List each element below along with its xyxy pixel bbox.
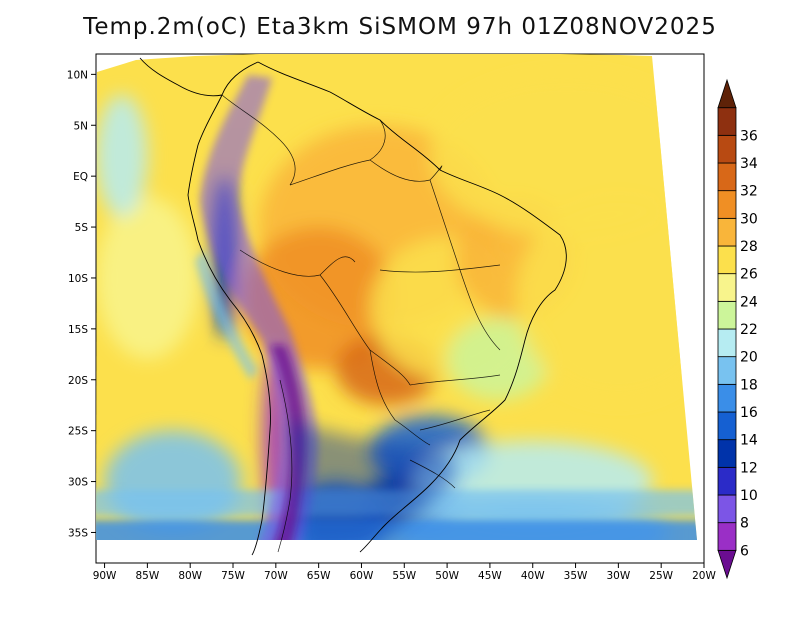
y-tick-label: 15S bbox=[68, 324, 88, 336]
temperature-zone bbox=[96, 94, 148, 217]
y-tick-label: EQ bbox=[73, 171, 88, 183]
x-tick-label: 60W bbox=[350, 570, 374, 582]
temperature-field bbox=[96, 54, 697, 540]
x-tick-label: 90W bbox=[93, 570, 117, 582]
colorbar: 6 8 10 12 14 16 18 20 22 24 26 28 30 32 34 36 bbox=[717, 78, 758, 580]
venezuela-border bbox=[289, 119, 386, 186]
andes-cold-region bbox=[200, 75, 318, 540]
y-axis: 10N 5N EQ 5S 10S 15S 20S 25S 30S 35S bbox=[67, 69, 96, 539]
colorbar-swatch bbox=[717, 439, 737, 468]
y-tick-label: 20S bbox=[68, 375, 88, 387]
guianas-border bbox=[369, 159, 443, 182]
temperature-zone bbox=[447, 318, 550, 401]
andes-coldest-region bbox=[270, 345, 306, 540]
colorbar-label: 12 bbox=[740, 460, 758, 476]
colorbar-swatch bbox=[717, 411, 737, 441]
argentina-chile-border bbox=[277, 379, 293, 553]
colorbar-swatch bbox=[717, 522, 737, 551]
uruguay-border bbox=[409, 459, 456, 489]
colorbar-swatch bbox=[717, 107, 737, 136]
y-tick-label: 10S bbox=[68, 273, 88, 285]
colorbar-swatch bbox=[717, 273, 737, 302]
x-tick-label: 30W bbox=[606, 570, 630, 582]
pacific-coastal-cool bbox=[195, 250, 258, 380]
x-tick-label: 65W bbox=[307, 570, 331, 582]
colorbar-label: 10 bbox=[740, 488, 758, 504]
colombia-border bbox=[221, 94, 296, 186]
colorbar-swatch bbox=[717, 494, 737, 524]
colorbar-swatch bbox=[717, 328, 737, 358]
colorbar-label: 26 bbox=[740, 267, 758, 283]
south-america-coastline bbox=[257, 61, 567, 553]
colorbar-label: 30 bbox=[740, 211, 758, 227]
colorbar-label: 28 bbox=[740, 239, 758, 255]
colorbar-swatch bbox=[717, 383, 737, 413]
colorbar-swatch bbox=[717, 356, 737, 385]
colorbar-label: 6 bbox=[740, 543, 749, 559]
x-tick-label: 55W bbox=[392, 570, 416, 582]
x-tick-label: 85W bbox=[136, 570, 160, 582]
southern-cone-cold bbox=[290, 420, 456, 540]
x-tick-label: 80W bbox=[178, 570, 202, 582]
pacific-coastline bbox=[187, 61, 271, 556]
temperature-zone bbox=[429, 74, 697, 238]
y-tick-label: 10N bbox=[67, 69, 88, 81]
country-borders bbox=[221, 94, 501, 553]
y-tick-label: 5S bbox=[75, 222, 89, 234]
colorbar-swatch bbox=[717, 134, 737, 164]
colorbar-min-arrow bbox=[717, 549, 737, 580]
x-tick-label: 70W bbox=[264, 570, 288, 582]
x-tick-label: 25W bbox=[649, 570, 673, 582]
colorbar-swatch bbox=[717, 162, 737, 192]
colorbar-swatch bbox=[717, 466, 737, 496]
x-tick-label: 20W bbox=[692, 570, 716, 582]
southern-cold-band bbox=[96, 520, 697, 540]
colorbar-label: 14 bbox=[740, 433, 758, 449]
y-tick-label: 25S bbox=[68, 426, 88, 438]
colorbar-label: 22 bbox=[740, 322, 758, 338]
temperature-zone bbox=[104, 430, 242, 533]
colorbar-label: 20 bbox=[740, 350, 758, 366]
temperature-zone bbox=[515, 196, 697, 401]
map-title: Temp.2m(oC) Eta3km SiSMOM 97h 01Z08NOV20… bbox=[83, 14, 717, 40]
colorbar-label: 36 bbox=[740, 128, 758, 144]
x-axis: 90W 85W 80W 75W 70W 65W 60W 55W 50W 45W 40W 35W 30W 2… bbox=[93, 563, 716, 582]
bolivia-border bbox=[319, 274, 411, 386]
paraguay-border bbox=[369, 349, 431, 446]
x-tick-label: 45W bbox=[478, 570, 502, 582]
y-tick-label: 30S bbox=[68, 477, 88, 489]
central-america-coastline bbox=[139, 57, 223, 97]
colorbar-label: 16 bbox=[740, 405, 758, 421]
coastlines bbox=[139, 57, 567, 556]
y-tick-label: 35S bbox=[68, 527, 88, 539]
peru-brazil-border bbox=[239, 249, 356, 277]
colorbar-label: 32 bbox=[740, 184, 758, 200]
x-tick-label: 40W bbox=[521, 570, 545, 582]
y-tick-label: 5N bbox=[73, 120, 88, 132]
colorbar-max-arrow bbox=[717, 78, 737, 109]
colorbar-swatch bbox=[717, 217, 737, 247]
temperature-zone bbox=[96, 196, 199, 360]
colorbar-label: 18 bbox=[740, 377, 758, 393]
x-tick-label: 50W bbox=[435, 570, 459, 582]
brazil-state-borders bbox=[379, 179, 501, 431]
x-tick-label: 75W bbox=[221, 570, 245, 582]
x-tick-label: 35W bbox=[564, 570, 588, 582]
colorbar-label: 34 bbox=[740, 156, 758, 172]
colorbar-swatch bbox=[717, 245, 737, 275]
colorbar-swatch bbox=[717, 190, 737, 219]
colorbar-label: 24 bbox=[740, 294, 758, 310]
colorbar-swatch bbox=[717, 300, 737, 330]
colorbar-label: 8 bbox=[740, 516, 749, 532]
